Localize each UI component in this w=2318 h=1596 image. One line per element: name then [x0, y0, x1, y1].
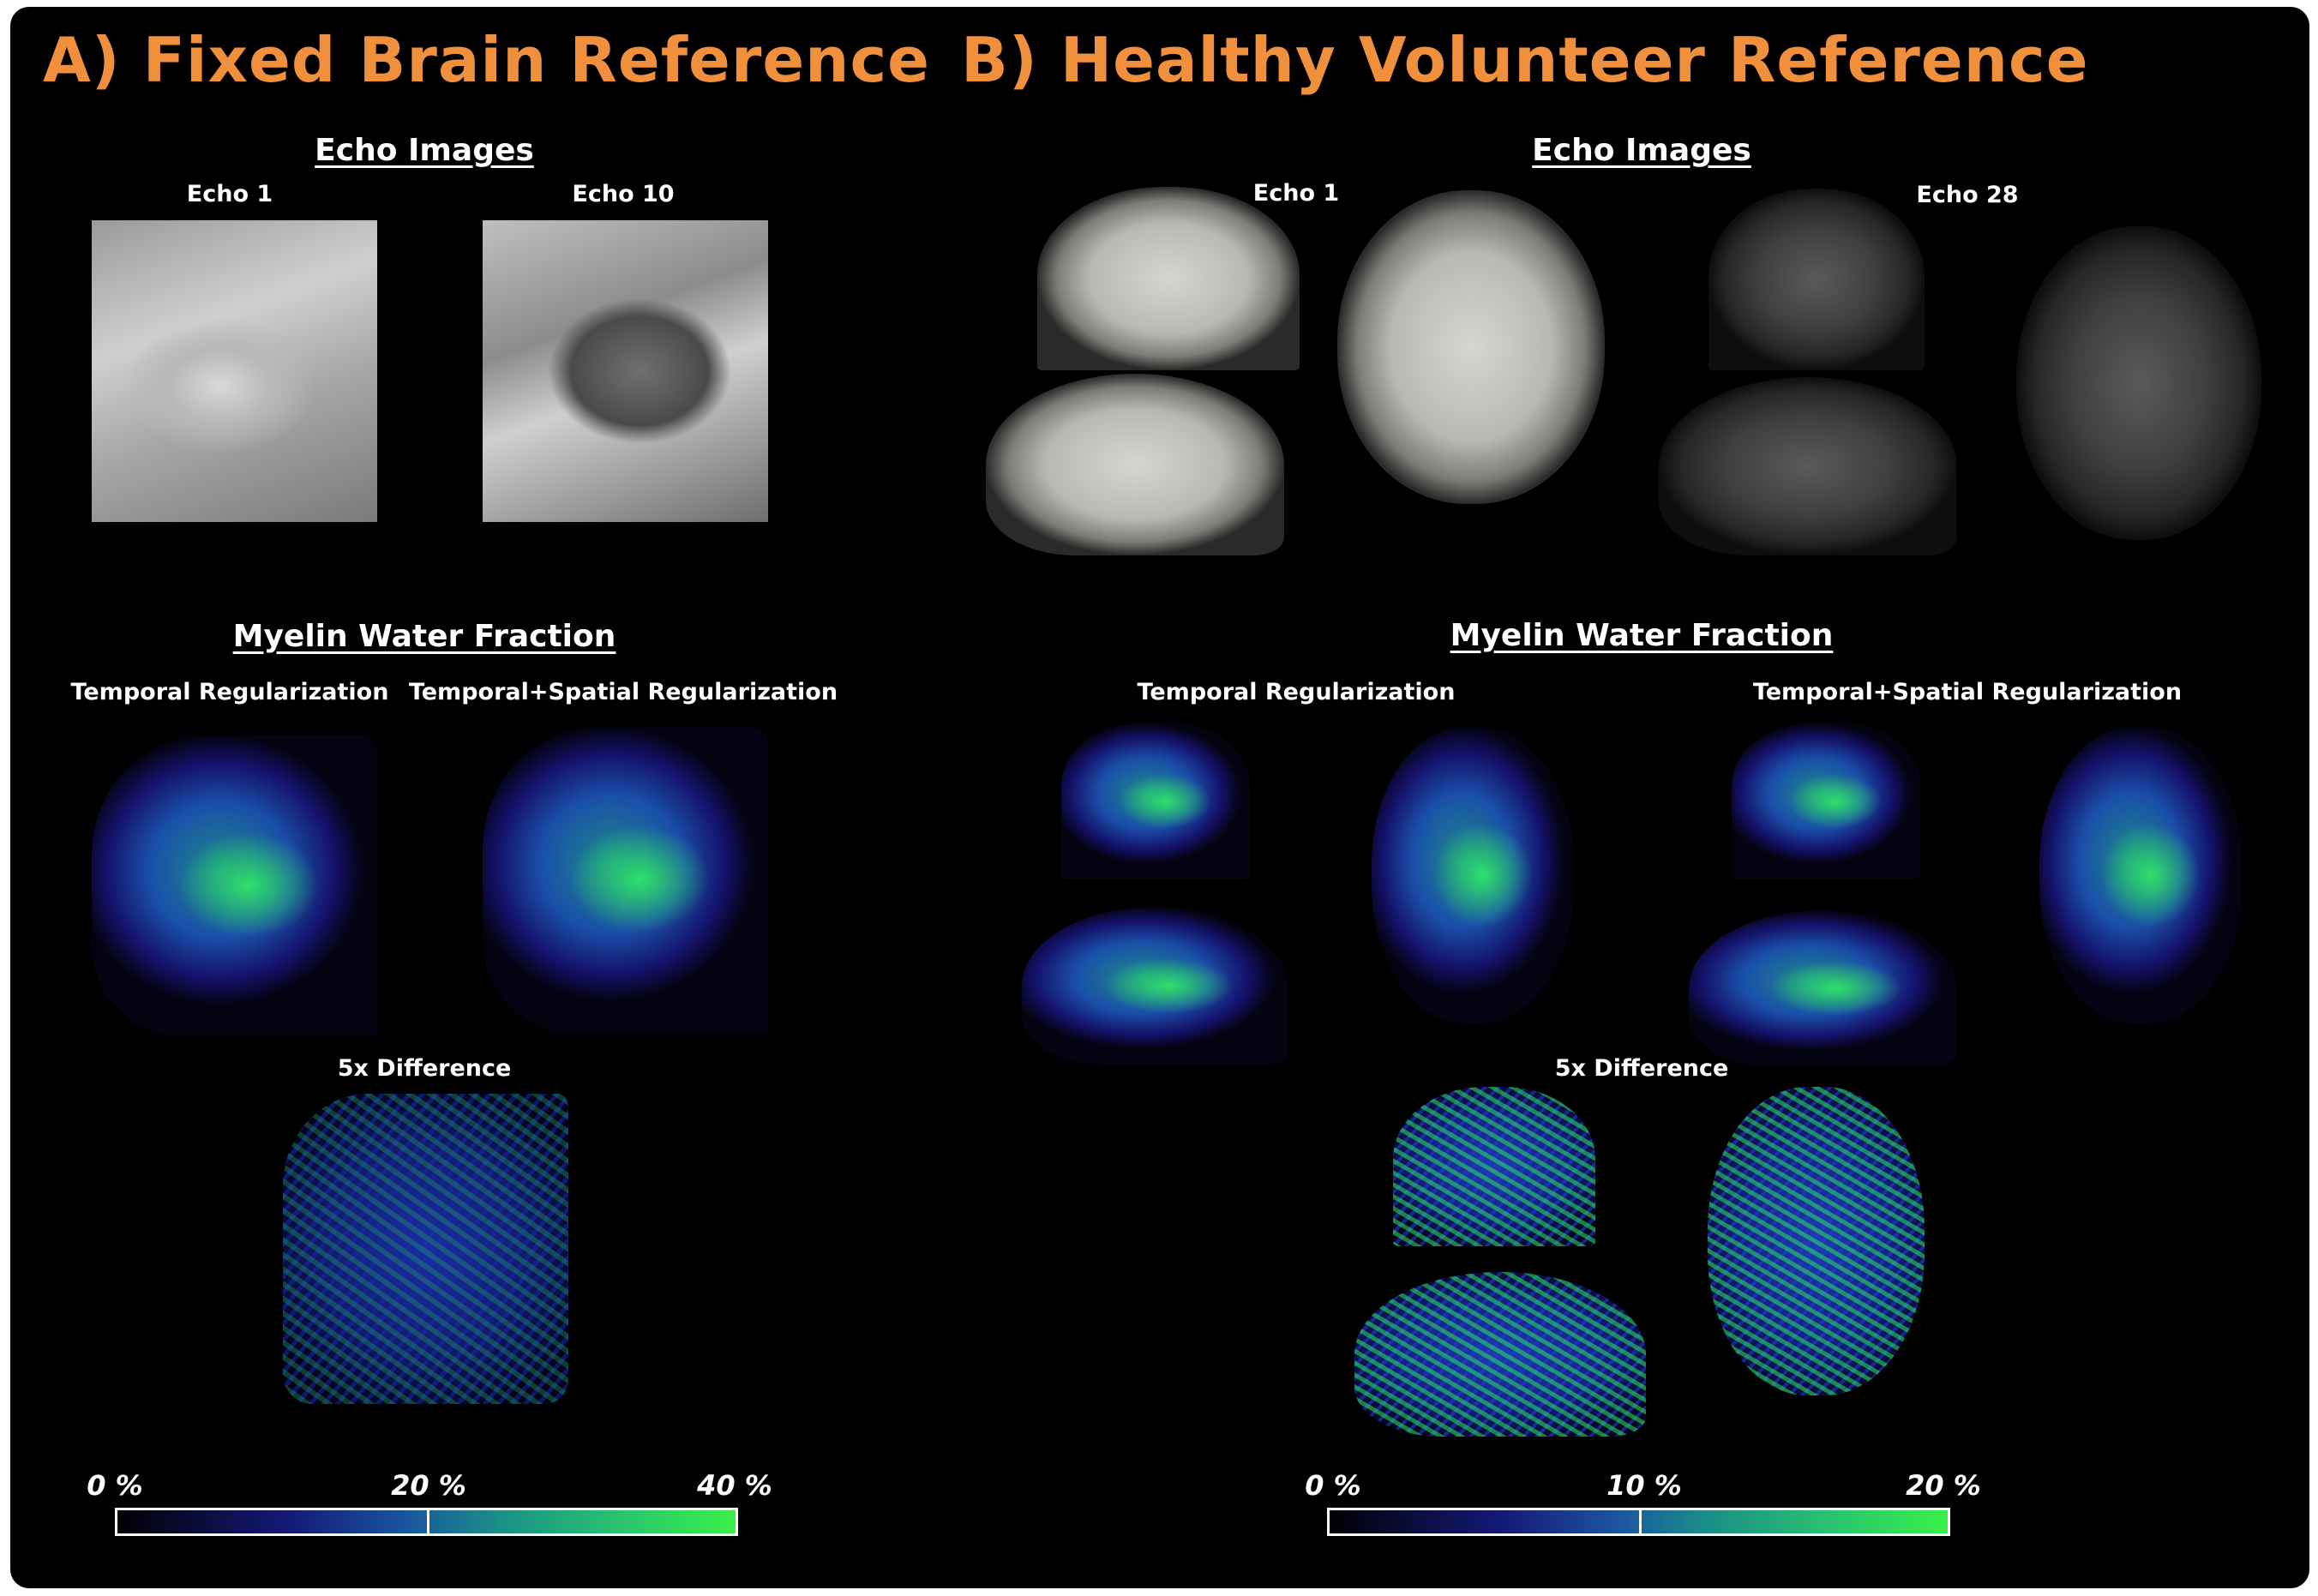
panel-b-echo1-label: Echo 1: [1252, 180, 1340, 207]
panel-b-colorbar-tick-0: 0 %: [1305, 1469, 1361, 1502]
panel-a-colorbar-tick-0: 0 %: [87, 1469, 143, 1502]
panel-b-diff-axial-image: [1708, 1087, 1925, 1395]
panel-b-echo28-coronal-image: [1708, 189, 1925, 370]
panel-b-mwf-spatial-coronal-image: [1732, 723, 1920, 879]
panel-b-echo28-axial-image: [2016, 226, 2261, 540]
panel-b-diff-label: 5x Difference: [1554, 1055, 1729, 1082]
panel-a-mwf-heading: Myelin Water Fraction: [232, 619, 616, 654]
panel-a-colorbar-tick-1: 20 %: [391, 1469, 466, 1502]
panel-b-title: B) Healthy Volunteer Reference: [961, 24, 2089, 96]
panel-b-mwf-spatial-axial-image: [2039, 727, 2242, 1023]
panel-a-spatial-label: Temporal+Spatial Regularization: [408, 679, 838, 705]
panel-b-echo1-axial-image: [1337, 190, 1605, 504]
panel-b-mwf-temporal-coronal-image: [1061, 723, 1250, 879]
panel-b-diff-sagittal-image: [1354, 1272, 1646, 1437]
panel-b-echo1-coronal-image: [1037, 187, 1300, 370]
panel-b-echo28-sagittal-image: [1659, 377, 1957, 555]
panel-a-echo-heading: Echo Images: [315, 133, 534, 168]
panel-a-diff-label: 5x Difference: [337, 1055, 512, 1082]
panel-b-mwf-temporal-sagittal-image: [1022, 907, 1288, 1065]
panel-a-echo1-label: Echo 1: [186, 181, 273, 207]
panel-b-spatial-label: Temporal+Spatial Regularization: [1752, 679, 2183, 705]
panel-b-mwf-heading: Myelin Water Fraction: [1450, 618, 1834, 653]
panel-b-colorbar-tick-1: 10 %: [1606, 1469, 1682, 1502]
panel-a-diff-image: [283, 1094, 568, 1404]
panel-a-colorbar: [115, 1508, 738, 1536]
panel-b-mwf-temporal-axial-image: [1372, 727, 1574, 1023]
panel-a-mwf-spatial-image: [483, 727, 768, 1032]
panel-b-colorbar-tick-2: 20 %: [1906, 1469, 1981, 1502]
panel-b-colorbar: [1327, 1508, 1950, 1536]
panel-a-colorbar-tick-2: 40 %: [697, 1469, 772, 1502]
panel-b-echo28-label: Echo 28: [1916, 182, 2019, 208]
panel-a-echo10-label: Echo 10: [572, 181, 675, 207]
panel-a-mwf-temporal-image: [92, 735, 377, 1035]
panel-b-echo1-sagittal-image: [986, 374, 1284, 555]
panel-a-echo1-image: [92, 220, 377, 522]
panel-a-echo10-image: [483, 220, 768, 522]
panel-b-colorbar-midline: [1638, 1510, 1642, 1533]
panel-a-colorbar-midline: [426, 1510, 429, 1533]
panel-b-temporal-label: Temporal Regularization: [1137, 679, 1456, 705]
panel-a-temporal-label: Temporal Regularization: [70, 679, 389, 705]
panel-b-diff-coronal-image: [1393, 1087, 1595, 1246]
panel-a-title: A) Fixed Brain Reference: [43, 24, 930, 96]
panel-b-mwf-spatial-sagittal-image: [1689, 910, 1956, 1066]
panel-b-echo-heading: Echo Images: [1532, 133, 1751, 168]
